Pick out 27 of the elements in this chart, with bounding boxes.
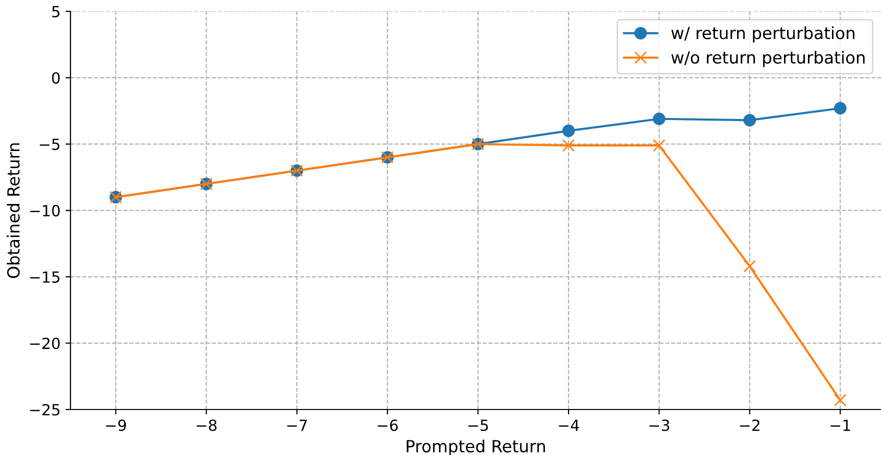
x-tick-label: −6	[378, 419, 398, 432]
y-tick-label: −20	[30, 338, 60, 350]
y-tick-label: 5	[52, 6, 60, 18]
y-axis-title: Obtained Return	[6, 143, 20, 278]
point	[834, 394, 846, 406]
point	[834, 102, 846, 115]
y-tick-label: −15	[30, 271, 60, 283]
y-tick-label: 0	[52, 72, 60, 84]
legend-label: w/ return perturbation	[671, 26, 854, 43]
x-tick-label: −1	[830, 420, 850, 431]
x-tick-label: −8	[196, 419, 217, 432]
x-tick-label: −5	[468, 420, 488, 432]
y-tick-label: −10	[30, 204, 60, 216]
point	[743, 114, 756, 126]
point	[743, 260, 756, 272]
point	[562, 139, 575, 152]
x-tick-label: −2	[740, 419, 760, 431]
legend-label: w/o return perturbation	[671, 50, 865, 67]
point	[652, 112, 666, 126]
x-tick-label: −4	[558, 420, 579, 431]
y-tick-label: −5	[40, 138, 60, 150]
y-tick-label: −25	[30, 404, 60, 416]
x-tick-label: −7	[287, 420, 307, 431]
x-tick-label: −9	[106, 419, 126, 432]
point	[562, 124, 575, 138]
x-tick-label: −3	[649, 419, 670, 432]
point	[652, 139, 666, 152]
